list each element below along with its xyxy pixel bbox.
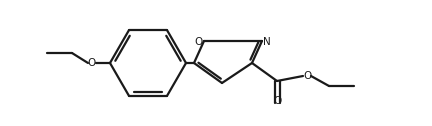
- Text: O: O: [303, 71, 311, 81]
- Text: O: O: [273, 96, 281, 106]
- Text: O: O: [88, 58, 96, 68]
- Text: O: O: [195, 37, 203, 47]
- Text: N: N: [263, 37, 271, 47]
